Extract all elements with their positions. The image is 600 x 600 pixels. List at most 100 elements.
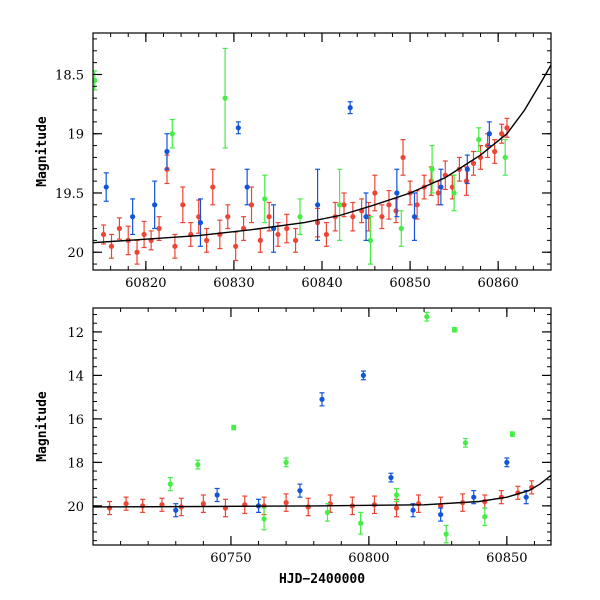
- data-point: [235, 121, 241, 135]
- y-tick-label: 19.5: [55, 187, 84, 202]
- data-point: [451, 174, 457, 212]
- data-point: [188, 222, 194, 247]
- data-point: [204, 227, 210, 253]
- x-tick-label: 60750: [210, 551, 251, 566]
- y-tick-label: 18: [67, 456, 84, 471]
- data-point: [379, 204, 385, 230]
- data-point: [270, 204, 277, 253]
- series-blue: [173, 370, 529, 522]
- data-point: [470, 150, 477, 176]
- data-point: [210, 168, 216, 206]
- data-point: [123, 496, 129, 511]
- data-point: [141, 220, 147, 249]
- data-point: [305, 497, 311, 517]
- x-tick-label: 60820: [125, 276, 166, 291]
- data-point: [324, 503, 331, 522]
- data-point: [140, 498, 146, 513]
- y-tick-label: 20: [67, 500, 84, 515]
- plot-area: [93, 47, 551, 265]
- data-point: [195, 459, 201, 470]
- data-point: [438, 168, 444, 206]
- data-point: [172, 233, 178, 259]
- data-point: [358, 511, 364, 535]
- data-point: [261, 507, 267, 531]
- data-point: [388, 472, 394, 483]
- data-point: [504, 117, 510, 138]
- data-point: [116, 217, 123, 240]
- data-point: [337, 168, 343, 241]
- data-point: [398, 210, 404, 247]
- data-point: [359, 198, 365, 224]
- data-point: [248, 186, 255, 224]
- data-point: [284, 213, 290, 244]
- data-point: [347, 101, 353, 115]
- data-point: [100, 224, 107, 245]
- data-point: [292, 227, 299, 253]
- y-tick-label: 16: [67, 413, 84, 428]
- y-tick-label: 19: [67, 128, 84, 143]
- data-point: [180, 186, 186, 224]
- data-point: [262, 174, 268, 224]
- data-point: [167, 476, 173, 492]
- data-point: [482, 507, 488, 527]
- x-tick-label: 60830: [213, 276, 254, 291]
- data-point: [350, 201, 356, 232]
- y-tick-label: 18.5: [55, 68, 84, 83]
- data-point: [411, 192, 418, 241]
- data-point: [502, 139, 508, 176]
- data-point: [486, 121, 492, 147]
- series-green: [167, 311, 515, 544]
- x-tick-label: 60800: [348, 551, 389, 566]
- data-point: [169, 118, 175, 149]
- data-point: [106, 500, 113, 516]
- data-point: [242, 495, 248, 515]
- data-point: [108, 233, 115, 259]
- data-point: [394, 168, 400, 218]
- data-point: [492, 139, 498, 164]
- data-point: [438, 507, 444, 522]
- data-point: [363, 192, 369, 241]
- data-point: [197, 198, 204, 247]
- data-point: [323, 222, 330, 247]
- data-point: [200, 494, 206, 513]
- y-tick-label: 14: [67, 369, 84, 384]
- data-point: [464, 154, 470, 185]
- data-point: [462, 437, 469, 448]
- data-point: [332, 201, 338, 232]
- data-point: [410, 503, 416, 518]
- data-point: [152, 180, 158, 230]
- data-point: [499, 123, 505, 144]
- data-point: [523, 490, 529, 505]
- y-axis-label: Magnitude: [35, 391, 50, 462]
- data-point: [257, 227, 263, 253]
- data-point: [225, 204, 231, 230]
- data-point: [319, 392, 325, 407]
- data-point: [442, 160, 448, 191]
- data-point: [159, 497, 165, 512]
- data-point: [156, 216, 162, 241]
- data-point: [341, 192, 347, 218]
- series-green: [93, 47, 508, 265]
- data-point: [222, 47, 228, 149]
- data-point: [314, 168, 321, 241]
- data-point: [233, 231, 239, 262]
- data-point: [509, 431, 515, 437]
- data-point: [244, 168, 250, 206]
- data-point: [451, 326, 458, 333]
- model-curve: [93, 64, 551, 244]
- data-point: [214, 487, 220, 503]
- plot-area: [93, 311, 551, 544]
- data-point: [393, 487, 400, 503]
- data-point: [134, 239, 140, 265]
- panel-bottom: 60750 60800 60850 12 14 16 18 20 Magnitude HJD−24…: [35, 307, 552, 587]
- data-point: [241, 216, 247, 241]
- data-point: [130, 198, 136, 236]
- data-point: [164, 133, 170, 170]
- data-point: [393, 198, 399, 224]
- data-point: [504, 457, 510, 468]
- data-point: [148, 230, 154, 251]
- y-tick-label: 20: [67, 246, 84, 261]
- data-point: [283, 457, 289, 468]
- data-point: [367, 216, 374, 265]
